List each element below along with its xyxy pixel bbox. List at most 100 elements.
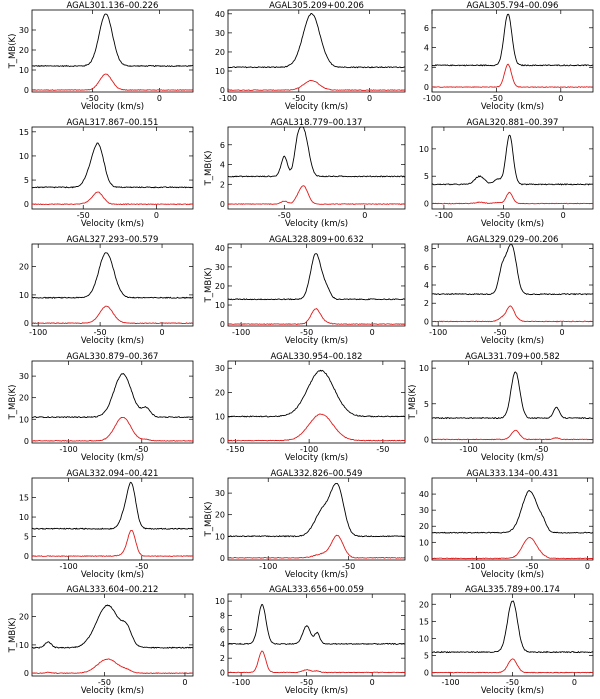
plot-frame — [31, 477, 194, 561]
x-tick-label: -100 — [232, 328, 250, 337]
y-tick-label: 10 — [215, 67, 225, 76]
x-axis-label: Velocity (km/s) — [481, 219, 544, 229]
y-tick-label: 15 — [19, 494, 29, 503]
upper-spectrum-line — [31, 481, 194, 530]
y-axis-label: T_MB(K) — [204, 151, 214, 187]
y-tick-label: 0 — [424, 669, 429, 678]
x-tick-label: -50 — [376, 445, 389, 454]
panel-title: AGAL305.794–00.096 — [467, 1, 559, 11]
panel-title: AGAL318.779–00.137 — [271, 118, 363, 128]
x-tick-label: -50 — [86, 94, 99, 103]
y-tick-label: 30 — [19, 26, 29, 35]
y-tick-label: 0 — [24, 319, 29, 328]
y-tick-label: 6 — [220, 141, 225, 150]
x-axis-label: Velocity (km/s) — [81, 102, 144, 112]
y-tick-label: 6 — [424, 263, 429, 272]
x-tick-label: -100 — [467, 562, 485, 571]
x-tick-label: -50 — [506, 678, 519, 687]
y-tick-label: 8 — [424, 245, 429, 254]
x-tick-label: -100 — [300, 445, 318, 454]
panel-title: AGAL332.826–00.549 — [271, 469, 363, 479]
plot-frame — [431, 243, 594, 327]
y-tick-label: 5 — [424, 652, 429, 661]
x-axis-label: Velocity (km/s) — [81, 570, 144, 580]
x-axis-label: Velocity (km/s) — [81, 219, 144, 229]
upper-spectrum-line — [227, 369, 405, 418]
y-tick-label: 0 — [24, 86, 29, 95]
y-tick-label: 0 — [424, 317, 429, 326]
x-tick-label: -50 — [98, 678, 111, 687]
x-tick-label: -50 — [497, 211, 510, 220]
upper-spectrum-line — [431, 489, 594, 534]
y-tick-label: 10 — [215, 532, 225, 541]
y-tick-label: 40 — [215, 244, 225, 253]
spectrum-panel: AGAL330.879–00.367 0 10 20 30 -100 -50Velocity… — [8, 352, 194, 463]
upper-spectrum-line — [227, 13, 406, 69]
spectrum-panel: AGAL329.029–00.206 0 2 4 6 8 -100 -50 0 Velocity … — [424, 235, 594, 346]
lower-spectrum-line — [432, 429, 594, 441]
spectrum-panel: AGAL318.779–00.137 0 2 4 6 -50 0 Velocity (km/s… — [204, 118, 406, 229]
x-tick-label: -50 — [525, 562, 538, 571]
panel-title: AGAL333.134–00.431 — [467, 469, 559, 479]
upper-spectrum-line — [431, 600, 594, 654]
lower-spectrum-line — [227, 79, 406, 91]
x-axis-label: Velocity (km/s) — [285, 219, 348, 229]
x-axis-label: Velocity (km/s) — [481, 686, 544, 696]
upper-spectrum-line — [431, 243, 594, 296]
y-tick-label: 20 — [215, 388, 225, 397]
y-tick-label: 0 — [424, 435, 429, 444]
y-tick-label: 10 — [19, 513, 29, 522]
y-tick-label: 20 — [419, 522, 429, 531]
y-tick-label: 40 — [215, 10, 225, 19]
plot-frame — [227, 360, 406, 444]
y-axis-label: T_MB(K) — [8, 34, 18, 70]
upper-spectrum-line — [31, 252, 194, 299]
upper-spectrum-line — [432, 134, 594, 186]
plot-frame — [431, 360, 594, 444]
y-tick-label: 4 — [424, 44, 429, 53]
spectrum-panel: AGAL333.656+00.059 0 2 4 6 8 10 -100 -50 0 Velocit… — [215, 585, 406, 696]
x-axis-label: Velocity (km/s) — [81, 686, 144, 696]
lower-spectrum-line — [31, 530, 193, 557]
x-axis-label: Velocity (km/s) — [481, 570, 544, 580]
y-tick-label: 10 — [215, 597, 225, 606]
y-tick-label: 20 — [215, 48, 225, 57]
plot-frame — [227, 593, 406, 677]
y-tick-label: 4 — [424, 281, 429, 290]
upper-spectrum-line — [31, 13, 194, 68]
y-tick-label: 30 — [419, 506, 429, 515]
y-axis-label: T_MB(K) — [8, 385, 18, 421]
y-tick-label: 0 — [220, 554, 225, 563]
x-tick-label: -100 — [435, 211, 453, 220]
y-tick-label: 30 — [215, 263, 225, 272]
lower-spectrum-line — [31, 73, 194, 91]
spectrum-panel: AGAL332.094–00.421 0 5 10 15 -100 -50Velocity … — [19, 469, 194, 580]
x-axis-label: Velocity (km/s) — [285, 570, 348, 580]
x-tick-label: 0 — [157, 94, 162, 103]
y-tick-label: 0 — [24, 669, 29, 678]
lower-spectrum-line — [31, 305, 194, 325]
spectrum-panel: AGAL328.809+00.632 0 10 20 30 40 -100 -50 0 Veloc… — [204, 235, 406, 346]
x-tick-label: -100 — [60, 562, 78, 571]
x-tick-label: 0 — [367, 94, 372, 103]
y-tick-label: 4 — [220, 640, 225, 649]
y-tick-label: 0 — [424, 83, 429, 92]
y-tick-label: 30 — [215, 364, 225, 373]
spectrum-panel: AGAL333.134–00.431 0 10 20 30 40 -100 -50 0 Veloc… — [419, 469, 594, 580]
x-tick-label: -50 — [342, 562, 355, 571]
lower-spectrum-line — [227, 413, 406, 442]
y-tick-label: 2 — [220, 654, 225, 663]
lower-spectrum-line — [431, 191, 594, 205]
x-tick-label: 0 — [561, 211, 566, 220]
upper-spectrum-line — [31, 373, 194, 419]
y-tick-label: 10 — [419, 634, 429, 643]
y-tick-label: 10 — [19, 66, 29, 75]
panel-title: AGAL331.709+00.582 — [465, 352, 560, 362]
x-tick-label: -100 — [29, 328, 47, 337]
y-tick-label: 0 — [24, 552, 29, 561]
y-tick-label: 0 — [220, 668, 225, 677]
x-axis-label: Velocity (km/s) — [285, 453, 348, 463]
spectrum-panel: AGAL332.826–00.549 0 10 20 30 -100 -50Velocity… — [204, 469, 406, 580]
y-tick-label: 30 — [19, 372, 29, 381]
